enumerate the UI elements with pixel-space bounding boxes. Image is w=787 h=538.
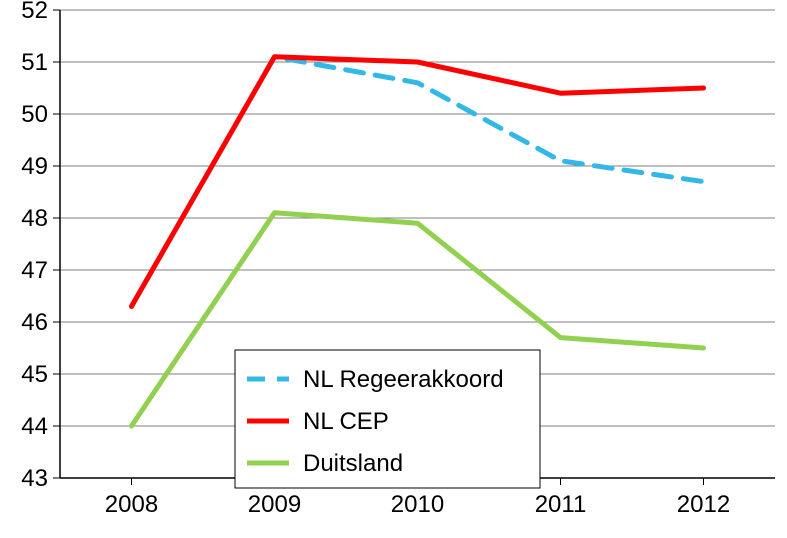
y-tick-label: 49 xyxy=(21,153,48,180)
x-tick-label: 2012 xyxy=(677,491,730,518)
y-tick-label: 46 xyxy=(21,309,48,336)
line-chart: 43 44 45 46 47 48 49 50 51 52 2008 2009 2010 2011 2012… xyxy=(0,0,787,538)
y-tick-label: 43 xyxy=(21,465,48,492)
y-tick-label: 45 xyxy=(21,361,48,388)
y-tick-label: 47 xyxy=(21,257,48,284)
legend-label: NL Regeerakkoord xyxy=(303,366,504,393)
y-tick-label: 44 xyxy=(21,413,48,440)
x-tick-label: 2011 xyxy=(535,491,587,518)
legend: NL Regeerakkoord NL CEP Duitsland xyxy=(235,350,540,488)
y-tick-label: 48 xyxy=(21,205,48,232)
legend-label: Duitsland xyxy=(303,450,403,477)
y-tick-label: 50 xyxy=(21,101,48,128)
y-tick-label: 51 xyxy=(21,49,48,76)
x-tick-label: 2009 xyxy=(248,491,301,518)
y-tick-label: 52 xyxy=(21,0,48,24)
legend-label: NL CEP xyxy=(303,408,389,435)
chart-svg: 43 44 45 46 47 48 49 50 51 52 2008 2009 2010 2011 2012… xyxy=(0,0,787,538)
x-tick-label: 2008 xyxy=(105,491,158,518)
x-tick-label: 2010 xyxy=(391,491,444,518)
